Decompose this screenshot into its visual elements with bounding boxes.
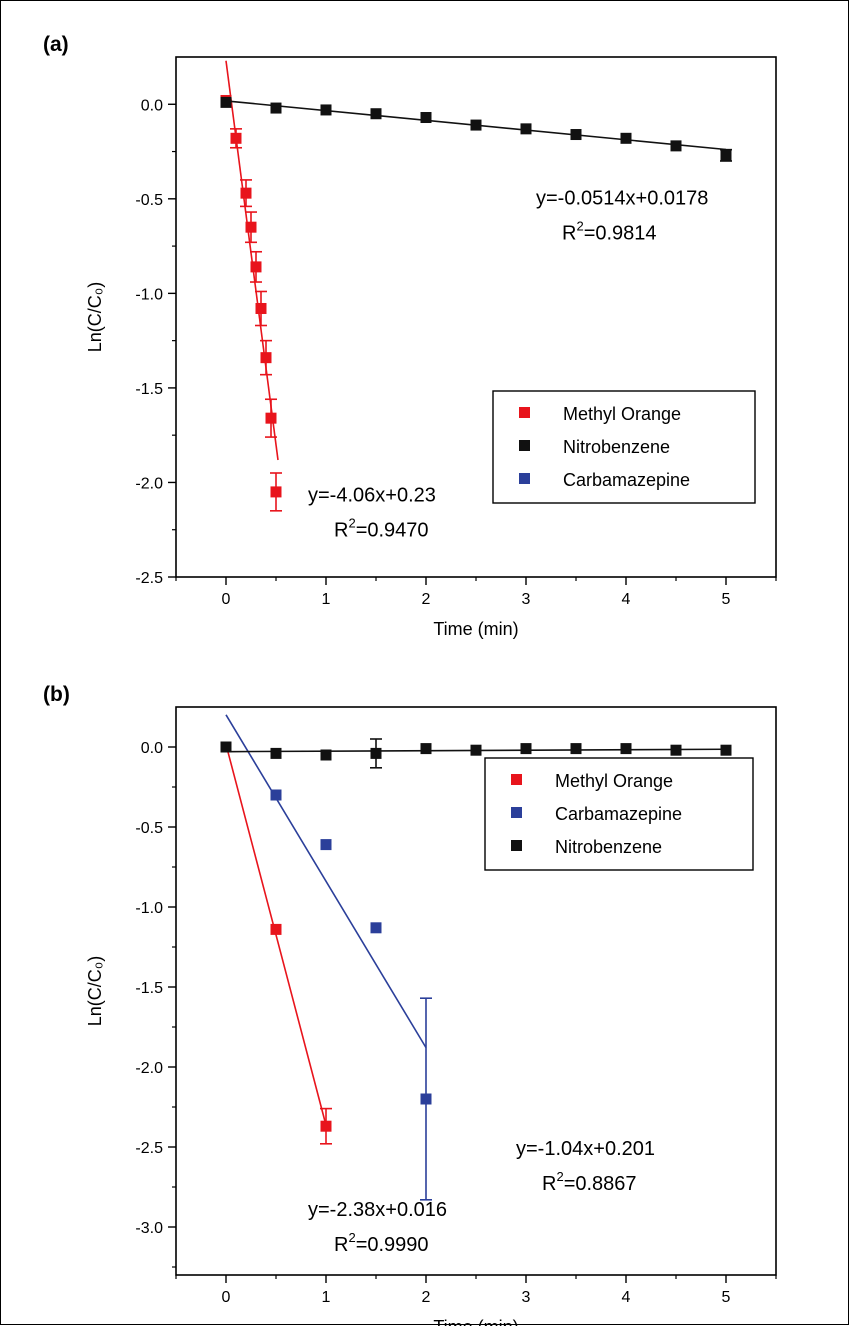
data-point: [320, 839, 332, 851]
data-point: [570, 743, 582, 755]
legend-label: Carbamazepine: [555, 804, 682, 824]
data-point: [260, 352, 272, 364]
r-squared-label: R2=0.9990: [334, 1230, 429, 1256]
data-point: [720, 149, 732, 161]
legend-marker: [511, 840, 522, 851]
y-tick-label: -2.0: [135, 1060, 163, 1077]
data-point: [320, 1120, 332, 1132]
legend-marker: [511, 807, 522, 818]
data-point: [420, 743, 432, 755]
fit-equation: y=-4.06x+0.23: [308, 484, 436, 506]
data-point: [255, 302, 267, 314]
r-squared-label: R2=0.9470: [334, 515, 429, 541]
legend-marker: [519, 440, 530, 451]
x-tick-label: 0: [222, 1289, 231, 1306]
y-tick-label: -1.5: [135, 980, 163, 997]
y-tick-label: -1.0: [135, 900, 163, 917]
legend-label: Methyl Orange: [555, 771, 673, 791]
r-squared-label: R2=0.9814: [562, 218, 657, 244]
legend-marker: [519, 407, 530, 418]
legend-label: Carbamazepine: [563, 470, 690, 490]
data-point: [270, 789, 282, 801]
data-point: [245, 221, 257, 233]
data-point: [570, 129, 582, 141]
x-tick-label: 0: [222, 591, 231, 608]
panel-label: (a): [43, 33, 69, 56]
fit-equation: y=-2.38x+0.016: [308, 1199, 447, 1221]
legend-marker: [519, 473, 530, 484]
x-tick-label: 2: [422, 1289, 431, 1306]
legend-label: Methyl Orange: [563, 404, 681, 424]
data-point: [420, 112, 432, 124]
data-point: [230, 132, 242, 144]
x-tick-label: 5: [722, 591, 731, 608]
fit-line: [225, 60, 279, 461]
data-point: [520, 123, 532, 135]
y-tick-label: -0.5: [135, 192, 163, 209]
data-point: [370, 108, 382, 120]
data-point: [670, 140, 682, 152]
panel-label: (b): [43, 683, 70, 706]
data-point: [370, 747, 382, 759]
y-tick-label: -1.0: [135, 286, 163, 303]
chart-panel-b: (b) 0 1 2 3 4 5 0.0 -0.5 -1.0 -1.5 -2.0 -2.5 -3.0 Time…: [43, 683, 777, 1326]
legend-label: Nitrobenzene: [555, 837, 662, 857]
data-point: [470, 744, 482, 756]
x-tick-label: 1: [322, 591, 331, 608]
data-point: [420, 1093, 432, 1105]
legend-box: [484, 757, 754, 871]
data-point: [250, 261, 262, 273]
legend: Methyl Orange Nitrobenzene Carbamazepine: [492, 390, 756, 504]
y-axis-title: Ln(C/C₀): [85, 956, 105, 1026]
fit-equation: y=-0.0514x+0.0178: [536, 187, 708, 209]
data-point: [470, 119, 482, 131]
data-point: [670, 744, 682, 756]
chart-panel-a: (a) 0 1 2 3 4 5 0.0 -0.5 -1.0 -1.5 -2.0 -2.5 Time (mi…: [43, 33, 777, 639]
legend-label: Nitrobenzene: [563, 437, 670, 457]
y-tick-label: 0.0: [141, 97, 163, 114]
fit-line: [225, 714, 427, 1049]
data-point: [720, 744, 732, 756]
y-tick-label: 0.0: [141, 740, 163, 757]
data-point: [320, 104, 332, 116]
data-point: [270, 747, 282, 759]
x-tick-label: 5: [722, 1289, 731, 1306]
y-tick-label: -2.5: [135, 570, 163, 587]
x-axis-title: Time (min): [433, 619, 518, 639]
data-point: [220, 96, 232, 108]
x-axis-title: Time (min): [433, 1317, 518, 1326]
data-point: [265, 412, 277, 424]
y-tick-label: -2.5: [135, 1140, 163, 1157]
data-point: [320, 749, 332, 761]
x-tick-label: 4: [622, 1289, 631, 1306]
r-squared-label: R2=0.8867: [542, 1169, 637, 1195]
y-tick-label: -3.0: [135, 1220, 163, 1237]
x-tick-label: 4: [622, 591, 631, 608]
data-point: [220, 741, 232, 753]
data-point: [270, 486, 282, 498]
x-tick-label: 2: [422, 591, 431, 608]
legend: Methyl Orange Carbamazepine Nitrobenzene: [484, 757, 754, 871]
legend-box: [492, 390, 756, 504]
data-point: [270, 102, 282, 114]
fit-equation: y=-1.04x+0.201: [516, 1138, 655, 1160]
y-tick-label: -1.5: [135, 381, 163, 398]
y-axis-title: Ln(C/C₀): [85, 282, 105, 352]
y-tick-label: -2.0: [135, 475, 163, 492]
legend-marker: [511, 774, 522, 785]
data-point: [270, 923, 282, 935]
data-point: [520, 743, 532, 755]
x-tick-label: 3: [522, 1289, 531, 1306]
data-point: [620, 132, 632, 144]
x-tick-label: 3: [522, 591, 531, 608]
data-point: [370, 922, 382, 934]
y-tick-label: -0.5: [135, 820, 163, 837]
x-tick-label: 1: [322, 1289, 331, 1306]
data-point: [240, 187, 252, 199]
data-point: [620, 743, 632, 755]
